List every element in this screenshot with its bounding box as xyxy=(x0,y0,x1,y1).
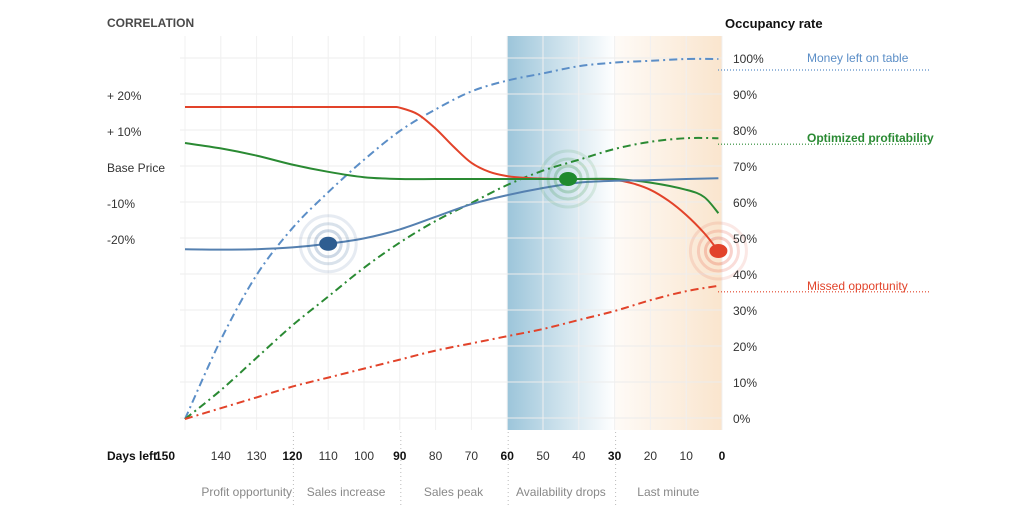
occupancy-tick-label: 60% xyxy=(733,196,757,210)
left-axis-title: CORRELATION xyxy=(107,16,194,30)
markers xyxy=(298,149,748,281)
money-left-line xyxy=(184,57,719,420)
legend: Money left on table Optimized profitabili… xyxy=(807,51,934,293)
occupancy-tick-label: 50% xyxy=(733,232,757,246)
marker-halo xyxy=(546,157,590,201)
legend-optimized-profitability: Optimized profitability xyxy=(807,131,934,145)
marker-halo xyxy=(696,229,740,273)
x-tick-label: 130 xyxy=(247,449,267,463)
phase-label: Last minute xyxy=(637,485,699,499)
marker-halo xyxy=(688,221,748,281)
legend-guides xyxy=(718,69,930,293)
price-line-blue xyxy=(184,177,719,251)
occupancy-tick-label: 10% xyxy=(733,376,757,390)
x-tick-label: 150 xyxy=(155,449,175,463)
marker-halo xyxy=(703,236,733,266)
occupancy-tick-label: 0% xyxy=(733,412,751,426)
x-tick-label: 100 xyxy=(354,449,374,463)
missed-opportunity-line xyxy=(184,284,719,420)
x-tick-label: 40 xyxy=(572,449,586,463)
occupancy-tick-label: 20% xyxy=(733,340,757,354)
x-tick-label: 110 xyxy=(319,449,338,463)
marker-dot-blue xyxy=(319,236,338,251)
marker-halo xyxy=(298,214,358,274)
legend-money-left: Money left on table xyxy=(807,51,909,65)
x-axis-title: Days left xyxy=(107,449,157,463)
x-tick-label: 80 xyxy=(429,449,443,463)
price-line-green xyxy=(184,142,720,214)
price-line-red xyxy=(185,105,720,252)
occupancy-tick-label: 70% xyxy=(733,160,757,174)
grid xyxy=(180,36,723,430)
availability-band xyxy=(507,36,615,430)
x-tick-label: 140 xyxy=(211,449,231,463)
x-tick-label: 20 xyxy=(644,449,658,463)
labels: CORRELATION Occupancy rate Days left xyxy=(107,16,823,463)
x-tick-label: 10 xyxy=(680,449,694,463)
x-tick-label: 50 xyxy=(536,449,550,463)
phase-label: Profit opportunity xyxy=(201,485,292,499)
x-tick-label: 120 xyxy=(282,449,302,463)
occupancy-tick-label: 90% xyxy=(733,88,757,102)
price-tick-label: + 10% xyxy=(107,125,142,139)
marker-halo xyxy=(313,229,343,259)
x-tick-label: 30 xyxy=(608,449,622,463)
phase-label: Availability drops xyxy=(516,485,606,499)
x-tick-label: 0 xyxy=(719,449,726,463)
price-lines xyxy=(184,105,720,252)
legend-missed-opportunity: Missed opportunity xyxy=(807,279,908,293)
marker-dot-red xyxy=(709,244,728,258)
price-tick-label: -20% xyxy=(107,233,135,247)
x-tick-label: 60 xyxy=(501,449,515,463)
occupancy-tick-label: 40% xyxy=(733,268,757,282)
right-axis-title: Occupancy rate xyxy=(725,16,823,31)
phase-dividers xyxy=(292,432,617,505)
marker-halo xyxy=(538,149,598,209)
marker-dot-green xyxy=(559,172,578,186)
price-tick-label: + 20% xyxy=(107,89,142,103)
phase-label: Sales increase xyxy=(307,485,386,499)
occupancy-lines xyxy=(184,57,719,420)
price-tick-label: -10% xyxy=(107,197,135,211)
price-tick-label: Base Price xyxy=(107,161,165,175)
axis-ticks: 100% 90% 80% 70% 60% 50% 40% 30% 20% 10% 0% + 20% + … xyxy=(107,52,764,499)
marker-halo xyxy=(553,164,583,194)
x-tick-label: 90 xyxy=(393,449,407,463)
last-minute-band xyxy=(614,36,722,430)
marker-halo xyxy=(306,222,350,266)
x-tick-label: 70 xyxy=(465,449,479,463)
occupancy-tick-label: 80% xyxy=(733,124,757,138)
occupancy-tick-label: 100% xyxy=(733,52,764,66)
phase-label: Sales peak xyxy=(424,485,484,499)
occupancy-tick-label: 30% xyxy=(733,304,757,318)
